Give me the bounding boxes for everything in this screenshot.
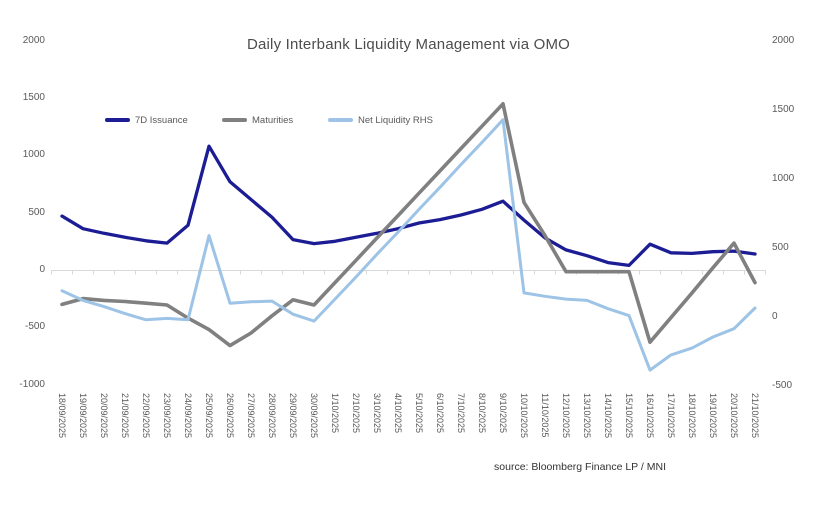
x-axis-label: 29/09/2025 — [288, 393, 298, 439]
left-axis-tick-label: 500 — [28, 206, 45, 218]
x-axis-label: 2/10/2025 — [351, 393, 361, 434]
x-axis-label: 6/10/2025 — [435, 393, 445, 434]
x-axis-label: 15/10/2025 — [624, 393, 634, 439]
x-axis-label: 3/10/2025 — [372, 393, 382, 434]
x-axis-label: 21/10/2025 — [750, 393, 760, 439]
x-axis-label: 17/10/2025 — [666, 393, 676, 439]
left-axis-tick-label: 1500 — [22, 92, 45, 104]
x-axis-label: 30/09/2025 — [309, 393, 319, 439]
x-axis-label: 21/09/2025 — [120, 393, 130, 439]
x-axis-label: 10/10/2025 — [519, 393, 529, 439]
legend-item-maturities: Maturities — [222, 112, 293, 128]
x-axis-label: 16/10/2025 — [645, 393, 655, 439]
x-axis-label: 27/09/2025 — [246, 393, 256, 439]
x-axis-label: 4/10/2025 — [393, 393, 403, 434]
x-axis-label: 5/10/2025 — [414, 393, 424, 434]
left-axis-tick-label: -1000 — [19, 378, 45, 390]
legend-label-7d-issuance: 7D Issuance — [135, 114, 188, 126]
legend-item-net-liquidity: Net Liquidity RHS — [328, 112, 433, 128]
x-axis-label: 22/09/2025 — [141, 393, 151, 439]
x-axis-label: 11/10/2025 — [540, 393, 550, 438]
x-axis-label: 8/10/2025 — [477, 393, 487, 434]
legend-swatch-7d-issuance — [105, 118, 130, 122]
series-line-net-liquidity-rhs — [60, 118, 757, 372]
x-axis-label: 13/10/2025 — [582, 393, 592, 439]
x-axis-label: 23/09/2025 — [162, 393, 172, 439]
legend-label-net-liquidity: Net Liquidity RHS — [358, 114, 433, 126]
left-axis-tick-label: 2000 — [22, 34, 45, 46]
x-axis-label: 1/10/2025 — [330, 393, 340, 434]
right-axis-tick-label: 1500 — [772, 104, 795, 115]
right-axis-tick-label: 2000 — [772, 35, 795, 46]
x-axis-label: 19/10/2025 — [708, 393, 718, 439]
source-attribution: source: Bloomberg Finance LP / MNI — [494, 461, 666, 473]
x-axis-label: 12/10/2025 — [561, 393, 571, 439]
legend-item-7d-issuance: 7D Issuance — [105, 112, 188, 128]
left-axis-tick-label: 0 — [39, 264, 45, 275]
x-axis-label: 20/09/2025 — [99, 393, 109, 439]
x-axis-label: 7/10/2025 — [456, 393, 466, 434]
x-axis-label: 9/10/2025 — [498, 393, 508, 434]
right-axis-tick-label: 500 — [772, 242, 789, 253]
right-axis-tick-label: 1000 — [772, 173, 795, 184]
legend-label-maturities: Maturities — [252, 114, 294, 126]
right-axis-tick-label: 0 — [772, 311, 778, 322]
x-axis-label: 25/09/2025 — [204, 393, 214, 439]
x-axis-label: 26/09/2025 — [225, 393, 235, 439]
chart-title: Daily Interbank Liquidity Management via… — [246, 36, 571, 53]
series-line-7d-issuance — [60, 144, 757, 268]
x-axis-label: 28/09/2025 — [267, 393, 277, 439]
right-axis-tick-label: -500 — [772, 380, 793, 391]
left-axis-tick-label: 1000 — [22, 149, 45, 161]
series-line-maturities — [60, 102, 757, 348]
x-axis-label: 19/09/2025 — [78, 393, 88, 439]
x-axis-label: 24/09/2025 — [183, 393, 193, 439]
left-axis-tick-label: -500 — [24, 321, 45, 333]
legend-swatch-maturities — [222, 118, 247, 122]
x-axis-label: 18/09/2025 — [57, 393, 67, 439]
legend-swatch-net-liquidity — [328, 118, 353, 122]
x-axis-label: 18/10/2025 — [687, 393, 697, 439]
x-axis-label: 14/10/2025 — [603, 393, 613, 439]
x-axis-label: 20/10/2025 — [729, 393, 739, 439]
